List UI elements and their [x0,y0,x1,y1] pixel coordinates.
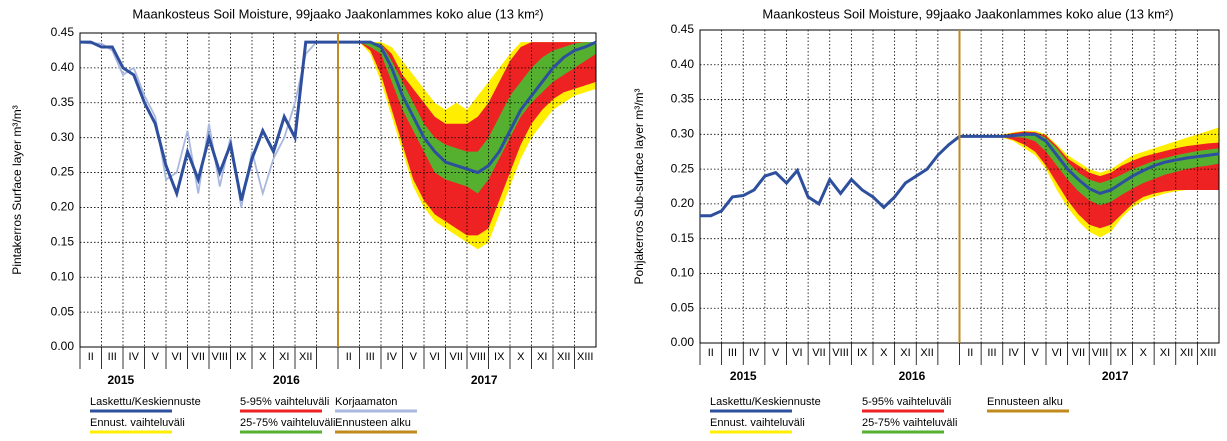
x-tick-label: III [987,347,996,359]
x-tick-label: II [346,351,352,363]
y-tick-label: 0.15 [51,235,75,249]
y-tick-label: 0.20 [671,196,695,210]
y-tick-label: 0.10 [51,269,75,283]
x-tick-label: IV [129,351,140,363]
legend-label: 25-75% vaihteluväli [240,417,335,429]
x-tick-label: II [708,347,714,359]
y-tick-label: 0.35 [51,95,75,109]
x-tick-label: IV [749,347,760,359]
x-tick-label: VI [1052,347,1062,359]
x-tick-label: V [1032,347,1040,359]
x-tick-label: II [88,351,94,363]
x-tick-label: XII [1180,347,1193,359]
legend-label: Laskettu/Keskiennuste [90,396,201,408]
x-tick-label: XI [537,351,547,363]
y-tick-label: 0.25 [51,165,75,179]
y-tick-label: 0.40 [51,60,75,74]
y-tick-label: 0.10 [671,266,695,280]
legend-label: Laskettu/Keskiennuste [710,396,821,408]
y-tick-label: 0.00 [671,335,695,349]
x-tick-label: VIII [469,351,486,363]
x-tick-label: VII [450,351,463,363]
y-tick-label: 0.30 [51,130,75,144]
x-tick-label: V [772,347,780,359]
year-label: 2015 [107,373,134,387]
data-line [79,41,318,208]
y-tick-label: 0.25 [671,161,695,175]
x-tick-label: VI [430,351,440,363]
x-tick-label: VIII [832,347,849,359]
x-tick-label: XI [1160,347,1170,359]
y-tick-label: 0.35 [671,92,695,106]
x-tick-label: XIII [577,351,594,363]
x-tick-label: XIII [1200,347,1217,359]
legend-label: Ennust. vaihteluväli [90,417,185,429]
x-tick-label: IX [857,347,868,359]
x-tick-label: X [1140,347,1148,359]
x-tick-label: X [259,351,267,363]
y-axis-label: Pohjakerros Sub-surface layer m³/m³ [632,88,646,284]
x-tick-label: III [728,347,737,359]
x-tick-label: IX [1116,347,1127,359]
legend-label: Ennusteen alku [987,396,1063,408]
y-tick-label: 0.45 [51,25,75,39]
year-label: 2016 [899,369,926,383]
x-tick-label: III [108,351,117,363]
x-tick-label: IV [1008,347,1019,359]
y-tick-label: 0.05 [51,304,75,318]
chart-title: Maankosteus Soil Moisture, 99jaako Jaako… [762,6,1173,21]
year-label: 2017 [1102,369,1129,383]
y-tick-label: 0.00 [51,339,75,353]
x-tick-label: XI [900,347,910,359]
x-tick-label: XI [279,351,289,363]
x-tick-label: VIII [1092,347,1109,359]
x-tick-label: III [366,351,375,363]
y-tick-label: 0.45 [671,22,695,36]
x-tick-label: IX [236,351,247,363]
x-tick-label: VI [172,351,182,363]
x-tick-label: VI [792,347,802,359]
y-tick-label: 0.40 [671,57,695,71]
x-tick-label: XII [299,351,312,363]
x-tick-label: V [410,351,418,363]
year-label: 2015 [730,369,757,383]
x-tick-label: VII [812,347,825,359]
x-tick-label: VII [1072,347,1085,359]
legend-label: 25-75% vaihteluväli [862,417,957,429]
legend-label: Ennusteen alku [335,417,411,429]
legend-label: 5-95% vaihteluväli [240,396,329,408]
x-tick-label: V [152,351,160,363]
x-tick-label: II [967,347,973,359]
y-tick-label: 0.05 [671,300,695,314]
x-tick-label: VIII [211,351,228,363]
y-tick-label: 0.15 [671,231,695,245]
y-tick-label: 0.30 [671,127,695,141]
y-tick-label: 0.20 [51,200,75,214]
x-tick-label: IX [494,351,505,363]
year-label: 2017 [471,373,498,387]
legend-label: Ennust. vaihteluväli [710,417,805,429]
x-tick-label: X [880,347,888,359]
x-tick-label: X [517,351,525,363]
range-band [970,131,1219,229]
range-band [348,42,596,194]
year-label: 2016 [273,373,300,387]
y-axis-label: Pintakerros Surface layer m³/m³ [10,105,24,274]
legend-label: 5-95% vaihteluväli [862,396,951,408]
legend-label: Korjaamaton [335,396,397,408]
x-tick-label: IV [387,351,398,363]
chart-title: Maankosteus Soil Moisture, 99jaako Jaako… [132,6,543,21]
x-tick-label: XII [557,351,570,363]
x-tick-label: VII [192,351,205,363]
x-tick-label: XII [920,347,933,359]
